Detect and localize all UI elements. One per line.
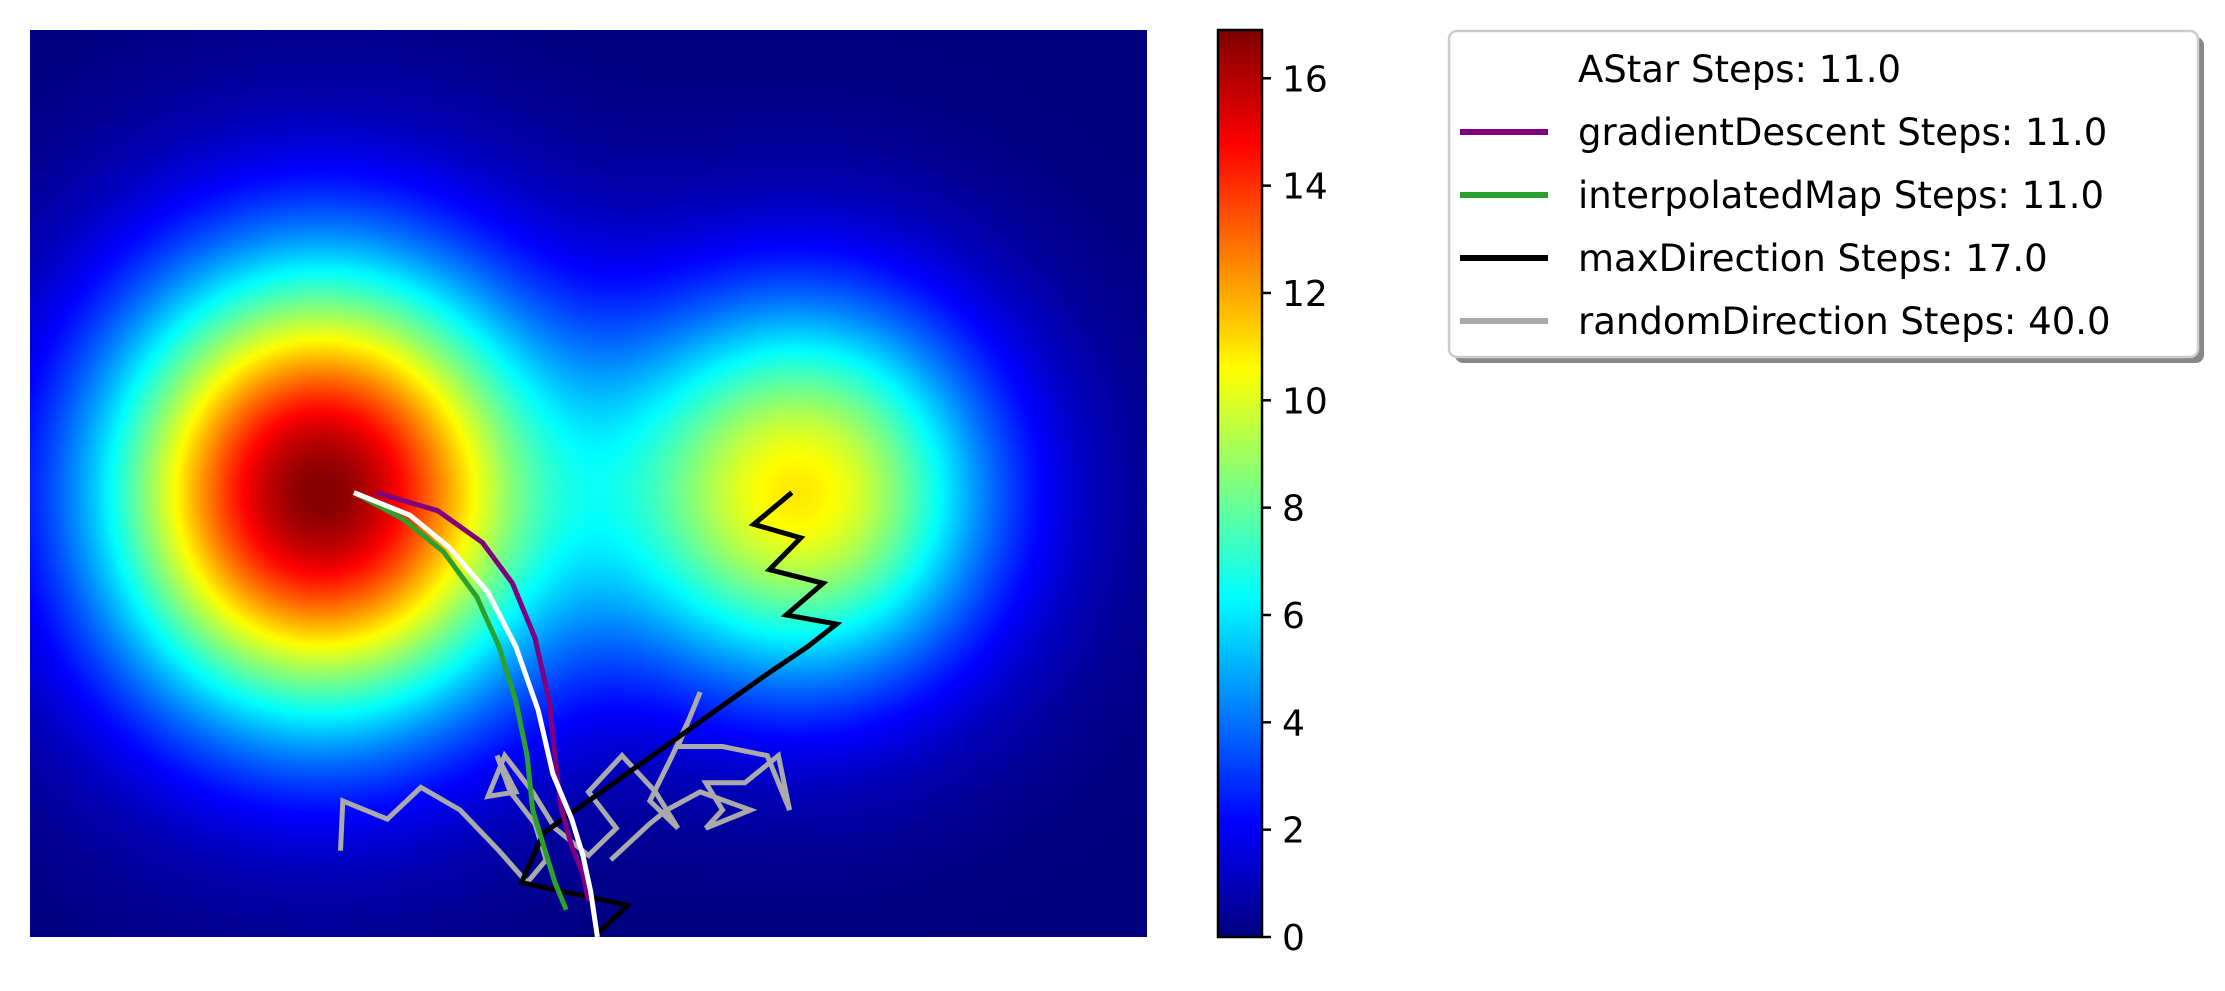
colorbar-ticks: 0 2 4 6 8 10 12 14 16 (1262, 59, 1328, 959)
legend-label-4: randomDirection Steps: 40.0 (1578, 300, 2111, 343)
colorbar-tick-label: 12 (1282, 274, 1328, 315)
series-line-1 (375, 490, 591, 902)
colorbar-tick-label: 10 (1282, 381, 1328, 422)
series-line-3 (517, 490, 843, 937)
legend-frame (1447, 29, 2200, 359)
heatmap-image (30, 30, 1147, 937)
series-line-0 (352, 490, 600, 937)
colorbar-tick-label: 6 (1282, 596, 1305, 637)
legend: AStar Steps: 11.0 gradientDescent Steps: … (1447, 29, 2200, 359)
legend-label-0: AStar Steps: 11.0 (1578, 48, 1901, 91)
colorbar-tick-label: 14 (1282, 167, 1328, 208)
plot-area (30, 30, 1147, 937)
path-layer (338, 490, 843, 937)
legend-label-3: maxDirection Steps: 17.0 (1578, 237, 2048, 280)
colorbar-tick-label: 4 (1282, 703, 1305, 744)
colorbar-gradient (1218, 30, 1262, 937)
series-line-2 (352, 490, 569, 911)
colorbar: 0 2 4 6 8 10 12 14 16 (1216, 28, 1328, 959)
colorbar-tick-label: 16 (1282, 59, 1328, 100)
legend-label-1: gradientDescent Steps: 11.0 (1578, 111, 2107, 154)
colorbar-tick-label: 8 (1282, 489, 1305, 530)
colorbar-tick-label: 0 (1282, 918, 1305, 959)
legend-entries: AStar Steps: 11.0 gradientDescent Steps: … (1460, 48, 2111, 343)
series-line-4 (338, 691, 793, 887)
colorbar-tick-label: 2 (1282, 811, 1305, 852)
legend-label-2: interpolatedMap Steps: 11.0 (1578, 174, 2104, 217)
colorbar-frame (1216, 28, 1264, 939)
